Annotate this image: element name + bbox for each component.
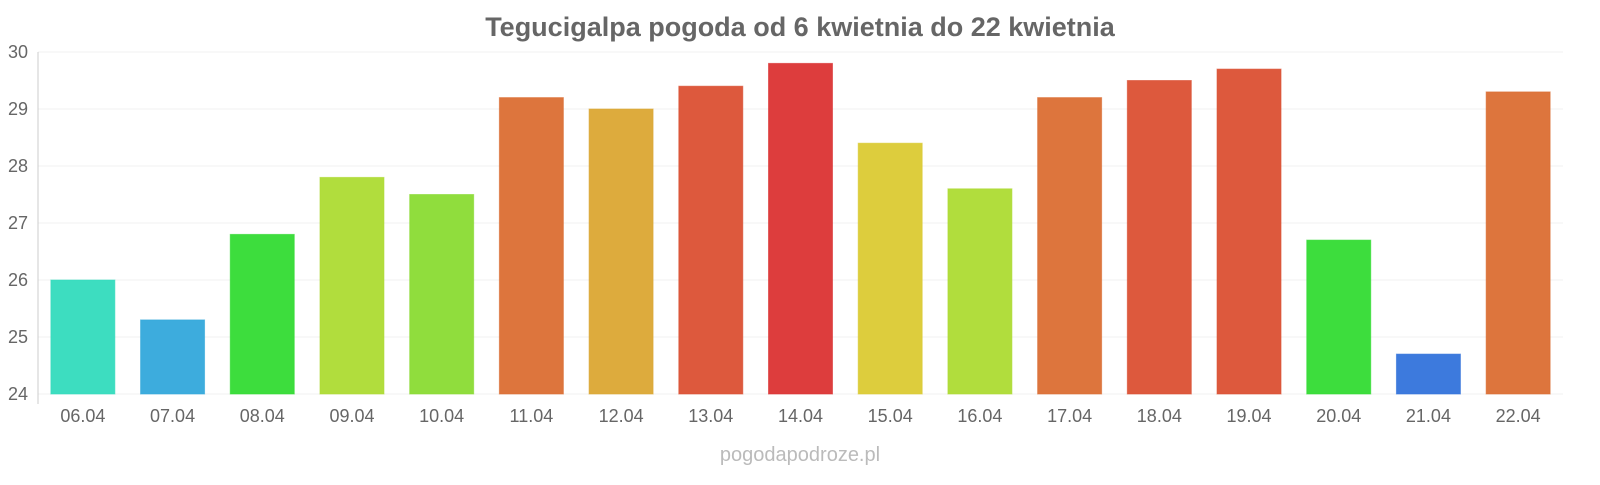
bar-15.04[interactable]: [857, 142, 923, 395]
x-tick-label: 10.04: [419, 406, 464, 426]
bar-06.04[interactable]: [50, 279, 116, 395]
source-watermark[interactable]: pogodapodroze.pl: [720, 444, 880, 466]
x-tick-label: 14.04: [778, 406, 823, 426]
bar-17.04[interactable]: [1037, 97, 1103, 395]
y-tick-label: 26: [8, 270, 28, 290]
bar-12.04[interactable]: [588, 108, 654, 395]
bar-22.04[interactable]: [1485, 91, 1551, 395]
bar-09.04[interactable]: [319, 176, 385, 395]
x-tick-label: 22.04: [1496, 406, 1541, 426]
x-tick-label: 21.04: [1406, 406, 1451, 426]
y-tick-label: 27: [8, 213, 28, 233]
x-tick-label: 18.04: [1137, 406, 1182, 426]
x-tick-label: 15.04: [868, 406, 913, 426]
x-tick-label: 11.04: [510, 406, 554, 426]
chart-title: Tegucigalpa pogoda od 6 kwietnia do 22 k…: [485, 12, 1116, 42]
x-tick-label: 20.04: [1316, 406, 1361, 426]
x-tick-label: 06.04: [60, 406, 105, 426]
x-tick-label: 19.04: [1227, 406, 1272, 426]
x-tick-label: 12.04: [599, 406, 644, 426]
bar-08.04[interactable]: [229, 233, 295, 395]
x-tick-label: 07.04: [150, 406, 195, 426]
bar-18.04[interactable]: [1126, 80, 1192, 395]
x-tick-label: 09.04: [329, 406, 374, 426]
y-tick-label: 24: [8, 384, 28, 404]
bar-10.04[interactable]: [409, 194, 475, 395]
bar-16.04[interactable]: [947, 188, 1013, 395]
x-tick-label: 08.04: [240, 406, 285, 426]
bar-14.04[interactable]: [768, 62, 833, 395]
y-tick-label: 30: [8, 42, 28, 62]
y-tick-label: 25: [8, 327, 28, 347]
bar-13.04[interactable]: [678, 85, 744, 395]
bar-19.04[interactable]: [1216, 68, 1282, 395]
bar-07.04[interactable]: [140, 319, 206, 395]
x-tick-label: 16.04: [957, 406, 1002, 426]
bar-21.04[interactable]: [1395, 353, 1461, 395]
y-tick-label: 28: [8, 156, 28, 176]
x-tick-label: 17.04: [1047, 406, 1092, 426]
bar-11.04[interactable]: [498, 97, 564, 395]
x-tick-label: 13.04: [688, 406, 733, 426]
y-tick-label: 29: [8, 99, 28, 119]
bar-20.04[interactable]: [1306, 239, 1372, 395]
